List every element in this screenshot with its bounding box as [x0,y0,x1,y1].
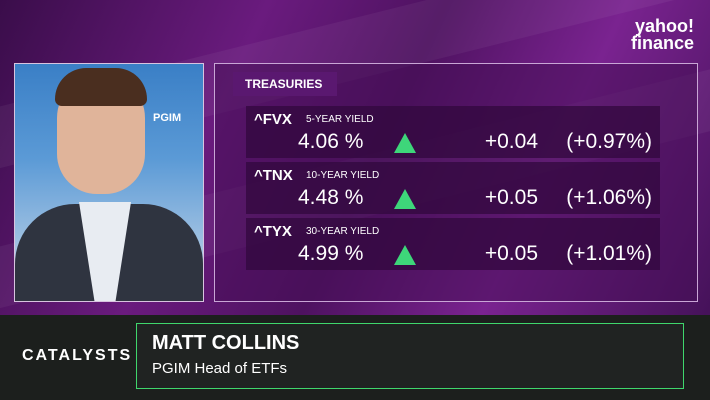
yield-percent: (+0.97%) [566,130,652,153]
show-name: CATALYSTS [22,347,133,364]
up-arrow [394,133,416,153]
yield-label: 30-YEAR YIELD [306,226,380,237]
yield-row: ^TYX 30-YEAR YIELD 4.99 % +0.05 (+1.01%) [246,218,660,270]
brand-line: yahoo! [634,16,694,36]
yield-value: 4.99 % [298,242,364,265]
name-box: MATT COLLINS PGIM Head of ETFs [136,323,684,389]
brand-line: finance [630,33,694,53]
yield-label: 10-YEAR YIELD [306,170,380,181]
panel-title: TREASURIES [233,72,337,96]
ticker: ^TYX [254,223,292,240]
up-arrow [394,189,416,209]
yield-change: +0.04 [484,130,538,153]
ticker: ^TNX [254,167,293,184]
yield-value: 4.48 % [298,186,364,209]
yield-value: 4.06 % [298,130,364,153]
up-arrow [394,245,416,265]
logo-text: PGIM [153,112,182,124]
lower-third: CATALYSTS MATT COLLINS PGIM Head of ETFs [0,315,710,400]
guest-name: MATT COLLINS [152,332,300,354]
ticker: ^FVX [254,111,292,128]
yield-row: ^TNX 10-YEAR YIELD 4.48 % +0.05 (+1.06%) [246,162,660,214]
yield-change: +0.05 [484,186,538,209]
yield-percent: (+1.01%) [566,242,652,265]
brand-logo: yahoo! finance [630,16,694,53]
yield-percent: (+1.06%) [566,186,652,209]
treasuries-panel: TREASURIES ^FVX 5-YEAR YIELD 4.06 % +0.04 (+… [214,63,698,302]
yield-change: +0.05 [484,242,538,265]
yield-row: ^FVX 5-YEAR YIELD 4.06 % +0.04 (+0.97%) [246,106,660,158]
video-feed: PGIM [14,63,204,302]
yield-label: 5-YEAR YIELD [306,114,374,125]
guest-role: PGIM Head of ETFs [152,360,288,377]
person-hair [55,68,147,106]
